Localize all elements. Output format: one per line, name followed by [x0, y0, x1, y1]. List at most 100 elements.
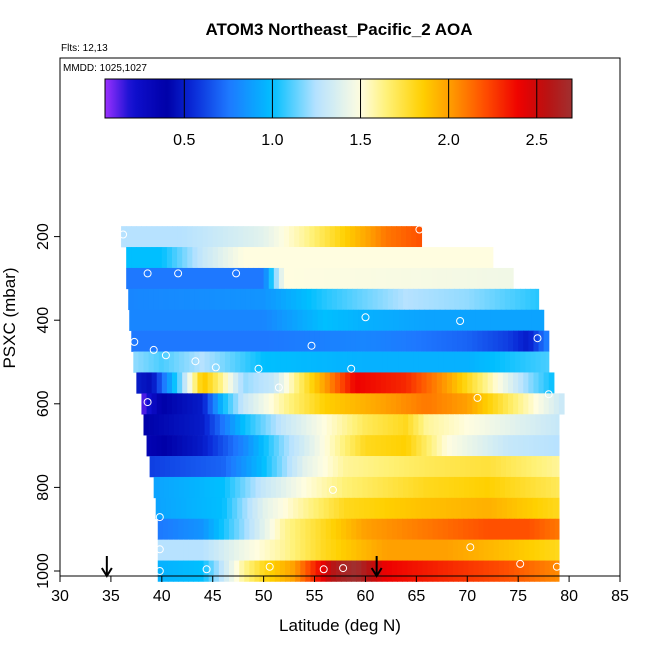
sample-point	[155, 567, 164, 575]
heat-cell	[490, 456, 497, 478]
heat-cell	[156, 372, 163, 394]
heat-cell	[534, 560, 541, 582]
heat-cell	[535, 288, 540, 311]
heat-cell	[372, 351, 379, 373]
heat-cell	[423, 414, 430, 436]
heat-cell	[367, 351, 374, 373]
heat-cell	[251, 309, 258, 331]
heat-cell	[255, 288, 262, 311]
heat-cell	[166, 435, 173, 457]
heat-cell	[456, 497, 462, 520]
heat-cell	[203, 539, 210, 561]
heat-cell	[418, 351, 425, 373]
heat-cell	[484, 288, 491, 311]
heat-cell	[325, 560, 332, 582]
heat-cell	[250, 351, 257, 373]
heat-cell	[230, 414, 236, 436]
heat-cell	[502, 267, 509, 290]
x-tick-label: 50	[255, 588, 273, 605]
heat-cell	[376, 539, 383, 561]
heat-cell	[287, 456, 293, 478]
heat-cell	[510, 351, 516, 373]
heat-cell	[329, 226, 336, 248]
heat-cell	[475, 309, 482, 331]
heat-cell	[491, 497, 498, 520]
heat-cell	[499, 288, 506, 311]
band-250	[126, 247, 494, 269]
heat-cell	[388, 456, 395, 478]
heat-cell	[554, 539, 560, 561]
heat-cell	[464, 288, 470, 311]
heat-cell	[253, 267, 260, 290]
heat-cell	[290, 518, 296, 540]
heat-cell	[258, 267, 265, 290]
heat-cell	[223, 518, 230, 540]
heat-cell	[250, 476, 257, 499]
heat-cell	[233, 393, 239, 415]
heat-cell	[234, 560, 240, 582]
heat-cell	[329, 393, 336, 415]
colorbar-gradient	[104, 78, 573, 119]
heat-cell	[269, 560, 276, 582]
heat-cell	[421, 267, 428, 290]
heat-cell	[463, 539, 469, 561]
heat-cell	[210, 456, 217, 478]
heat-cell	[326, 351, 333, 373]
heat-cell	[324, 330, 331, 352]
heat-cell	[477, 372, 484, 394]
heat-cell	[270, 414, 277, 436]
heat-cell	[380, 435, 387, 457]
heat-cell	[544, 560, 551, 582]
heat-cell	[470, 309, 477, 331]
heat-cell	[538, 435, 545, 457]
heat-cell	[163, 351, 170, 373]
heat-cell	[528, 393, 535, 415]
heat-cell	[479, 414, 486, 436]
heat-cell	[407, 539, 413, 561]
heat-cell	[320, 518, 327, 540]
heat-cell	[218, 518, 225, 540]
heat-cell	[354, 497, 360, 520]
heat-cell	[381, 539, 388, 561]
heat-cell	[472, 247, 479, 269]
sample-point	[161, 351, 170, 360]
heat-cell	[202, 330, 209, 352]
heat-cell	[217, 393, 224, 415]
heat-cell	[166, 372, 173, 394]
heat-cell	[248, 393, 255, 415]
heat-cell	[198, 560, 205, 582]
heat-cell	[224, 476, 231, 499]
heat-cell	[153, 288, 160, 311]
heat-cell	[432, 518, 439, 540]
heat-cell	[499, 351, 506, 373]
heat-cell	[504, 351, 511, 373]
heat-cell	[240, 351, 246, 373]
heat-cell	[268, 330, 275, 352]
heat-cell	[509, 539, 515, 561]
heat-cell	[192, 393, 199, 415]
heat-cell	[502, 435, 509, 457]
heat-cell	[156, 267, 163, 290]
heat-cell	[512, 497, 518, 520]
heat-cell	[441, 330, 448, 352]
heat-cell	[467, 435, 473, 457]
heat-cell	[370, 435, 377, 457]
heat-cell	[225, 309, 232, 331]
heat-cell	[324, 247, 331, 269]
heat-cell	[535, 414, 542, 436]
heat-cell	[514, 560, 520, 582]
heat-cell	[146, 372, 153, 394]
x-axis-label: Latitude (deg N)	[279, 616, 401, 635]
heat-cell	[179, 288, 185, 311]
heat-cell	[155, 497, 162, 520]
x-tick-label: 30	[51, 588, 69, 605]
heat-cell	[360, 330, 367, 352]
heat-cell	[261, 456, 268, 478]
heat-cell	[417, 518, 424, 540]
heat-cell	[231, 456, 237, 478]
heat-cell	[231, 309, 237, 331]
heat-cell	[151, 267, 158, 290]
heat-cell	[319, 267, 326, 290]
heat-cell	[219, 414, 226, 436]
